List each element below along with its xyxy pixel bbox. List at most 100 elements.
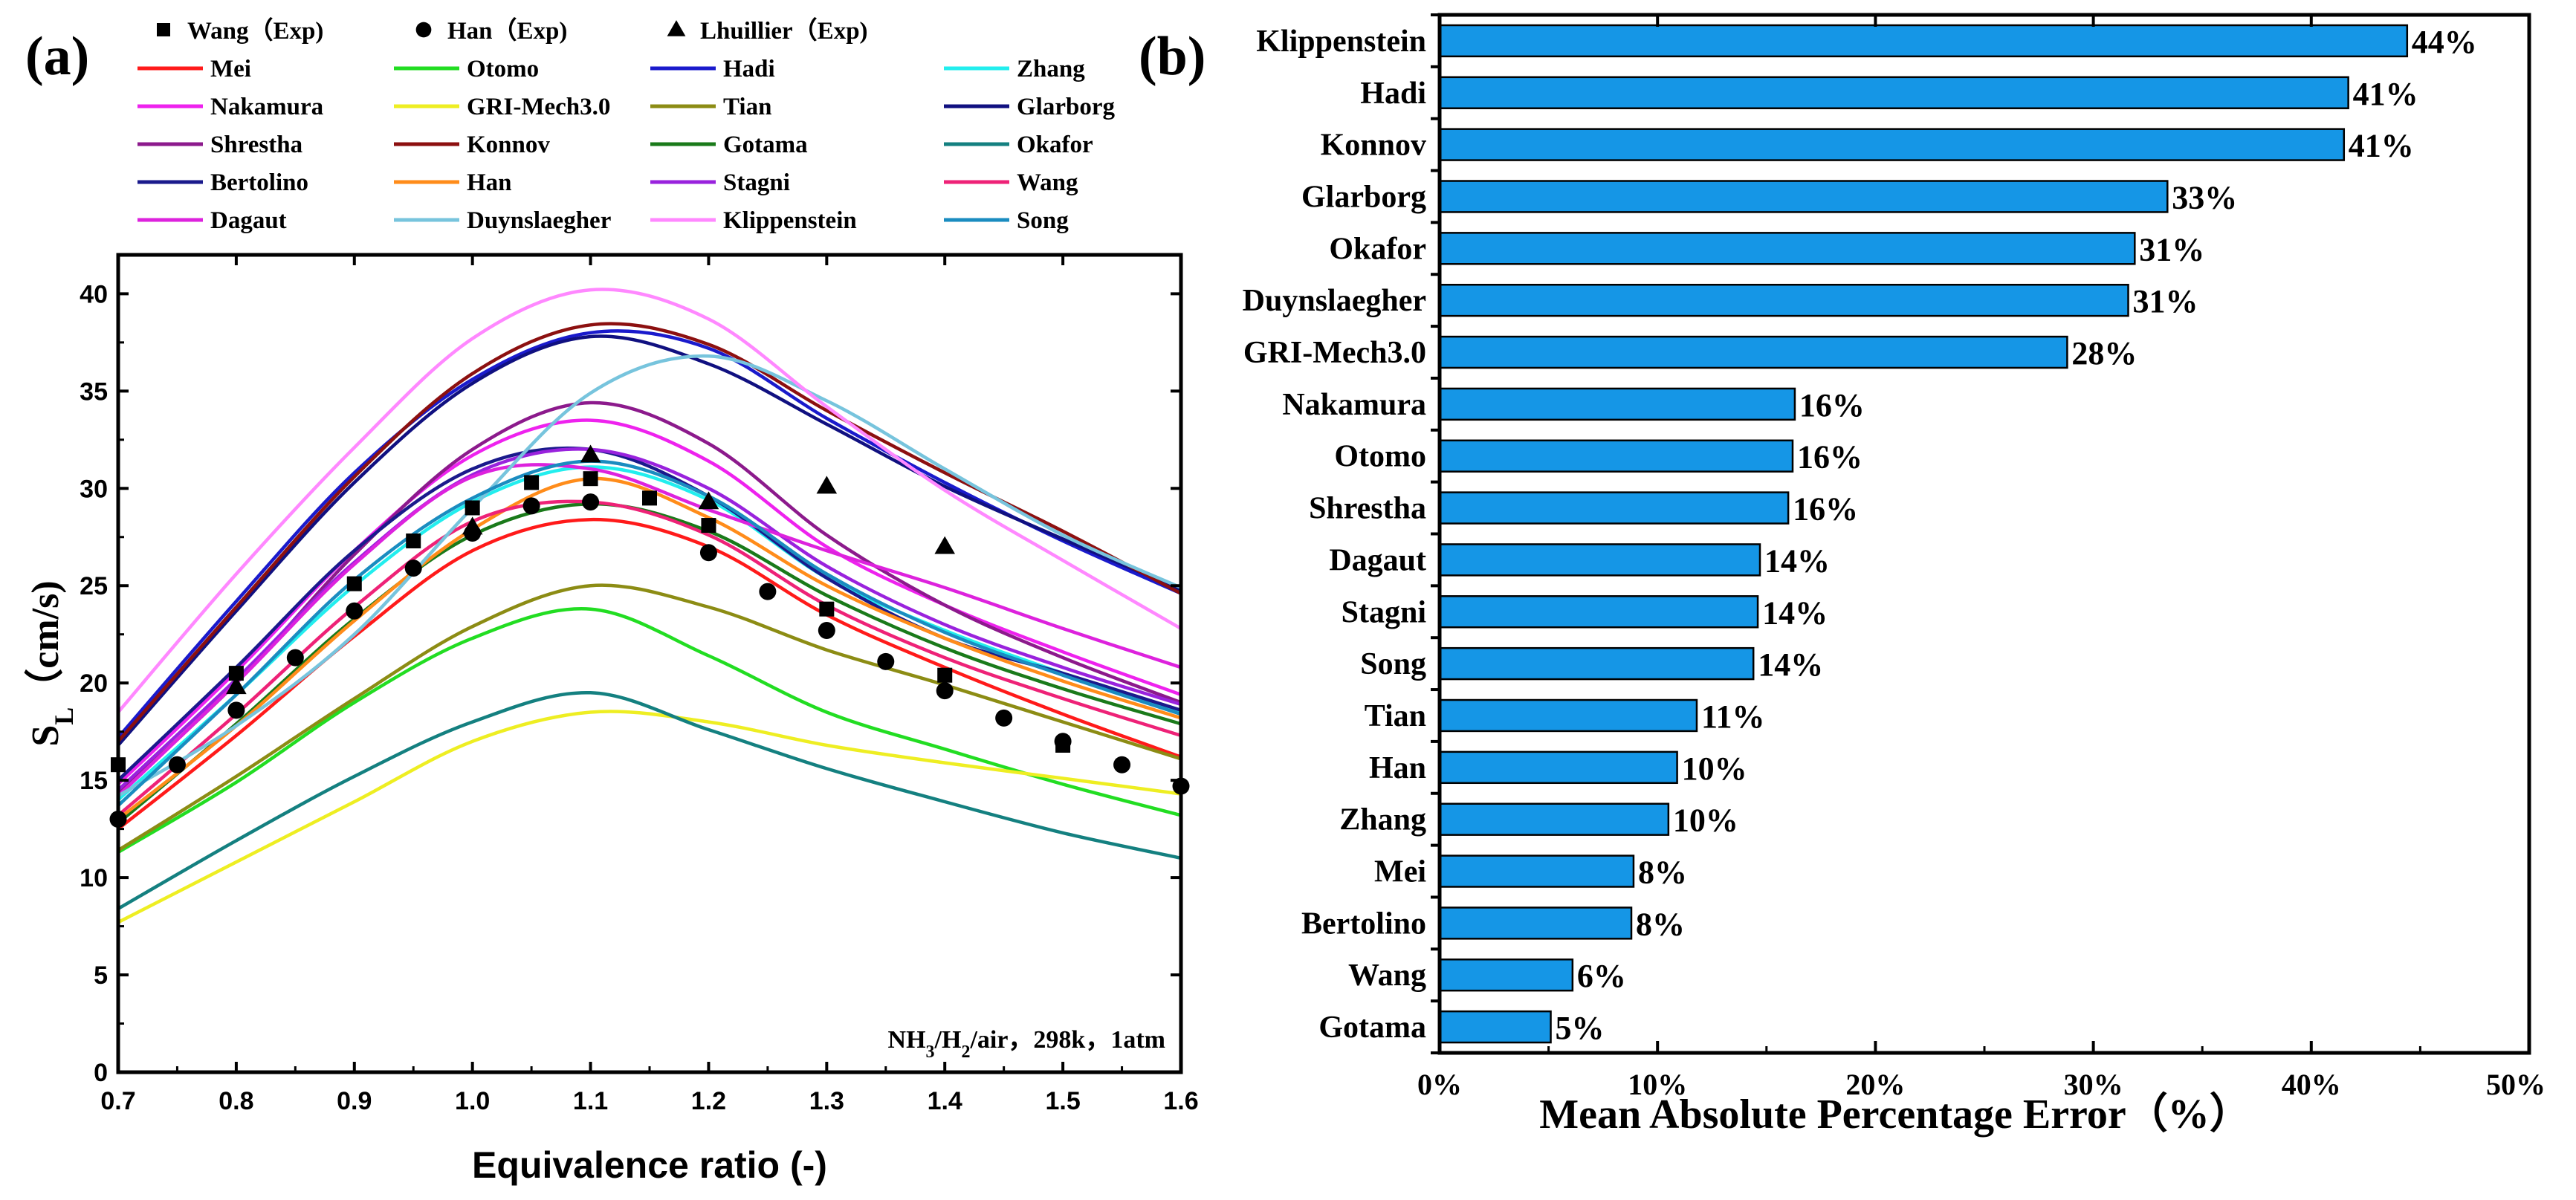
- legend-marker-wang-exp: [157, 23, 170, 36]
- category-label-otomo: Otomo: [1334, 440, 1426, 474]
- panel-b-bars: 44% Klippenstein 41% Hadi 41% Konnov 33% Glarbo…: [1243, 24, 2477, 1046]
- panel-a-condition-annotation: NH3/H2/air，298k，1atm: [888, 1026, 1165, 1062]
- category-label-gri-mech3-0: GRI-Mech3.0: [1243, 336, 1426, 370]
- exp-point-han-exp: [759, 583, 777, 600]
- bar-song: [1438, 646, 1755, 681]
- bar-value-label-gri-mech3-0: 28%: [2071, 335, 2137, 372]
- x-tick-label: 1.1: [573, 1087, 608, 1115]
- series-line-klippenstein: [116, 288, 1183, 714]
- exp-point-han-exp: [936, 682, 954, 700]
- series-line-zhang: [116, 465, 1183, 802]
- panel-a-series-lines: [116, 288, 1183, 924]
- exp-point-han-exp: [227, 701, 245, 719]
- exp-point-lhuillier-exp: [934, 536, 956, 554]
- bar-gri-mech3-0: [1438, 335, 2068, 369]
- category-label-nakamura: Nakamura: [1282, 388, 1426, 422]
- bar-bertolino: [1438, 907, 1633, 940]
- series-line-glarborg: [116, 334, 1183, 747]
- x-tick-label: 1.0: [455, 1087, 490, 1115]
- exp-point-han-exp: [995, 709, 1013, 727]
- legend-label-gri-mech3-0: GRI-Mech3.0: [467, 94, 610, 120]
- legend-label-hadi: Hadi: [723, 56, 775, 82]
- annotation-part-2: /H: [934, 1026, 962, 1054]
- legend-label-zhang: Zhang: [1017, 56, 1085, 82]
- exp-point-han-exp: [877, 652, 895, 670]
- y-tick-label: 20: [80, 669, 108, 698]
- exp-point-wang-exp: [524, 475, 540, 490]
- series-line-mei: [116, 517, 1183, 831]
- exp-point-wang-exp: [465, 500, 480, 516]
- series-line-okafor: [116, 691, 1183, 911]
- category-label-shrestha: Shrestha: [1309, 492, 1426, 526]
- panel-a-legend: Wang（Exp) Han（Exp) Lhuillier（Exp) Mei Otomo H…: [137, 17, 1115, 234]
- x-tick-label: 1.3: [809, 1087, 844, 1115]
- bar-nakamura: [1438, 387, 1796, 421]
- exp-point-han-exp: [286, 649, 304, 667]
- bar-value-label-klippenstein: 44%: [2412, 24, 2477, 60]
- category-label-duynslaegher: Duynslaegher: [1243, 284, 1426, 318]
- legend-marker-lhuillier-exp: [667, 20, 686, 36]
- y-tick-label: 5: [94, 961, 108, 990]
- legend-label-wang-exp: Wang（Exp): [187, 17, 323, 45]
- bar-hadi: [1438, 76, 2349, 109]
- exp-point-wang-exp: [937, 667, 953, 683]
- y-label-main: S: [25, 725, 67, 747]
- legend-label-song: Song: [1017, 207, 1069, 234]
- bar-stagni: [1438, 595, 1759, 629]
- exp-point-wang-exp: [701, 518, 716, 533]
- category-label-tian: Tian: [1365, 699, 1426, 733]
- series-line-song: [116, 459, 1183, 808]
- bar-value-label-konnov: 41%: [2349, 128, 2414, 164]
- category-label-bertolino: Bertolino: [1301, 907, 1426, 941]
- annotation-part-3: /air，298k，1atm: [969, 1026, 1165, 1054]
- bar-value-label-duynslaegher: 31%: [2133, 283, 2198, 320]
- category-label-gotama: Gotama: [1318, 1011, 1426, 1045]
- legend-label-glarborg: Glarborg: [1017, 94, 1115, 120]
- y-tick-label: 10: [80, 864, 108, 892]
- bar-value-label-zhang: 10%: [1673, 802, 1738, 839]
- bar-value-label-otomo: 16%: [1797, 439, 1863, 476]
- bar-gotama: [1438, 1010, 1552, 1044]
- y-tick-label: 40: [80, 280, 108, 308]
- series-line-stagni: [116, 447, 1183, 792]
- exp-point-han-exp: [168, 756, 186, 773]
- bar-value-label-han: 10%: [1682, 750, 1747, 787]
- y-label-sub: L: [49, 707, 79, 725]
- exp-point-lhuillier-exp: [462, 516, 483, 535]
- bar-value-label-dagaut: 14%: [1764, 542, 1830, 579]
- legend-label-dagaut: Dagaut: [210, 207, 287, 234]
- bar-konnov: [1438, 128, 2346, 161]
- x-tick-label: 0.8: [219, 1087, 253, 1115]
- bar-value-label-gotama: 5%: [1556, 1010, 1605, 1046]
- panel-b-label: (b): [1139, 26, 1206, 87]
- exp-point-lhuillier-exp: [580, 444, 601, 463]
- series-line-tian: [116, 583, 1183, 852]
- series-line-gri-mech3-0: [116, 710, 1183, 924]
- category-label-konnov: Konnov: [1321, 129, 1426, 163]
- category-label-glarborg: Glarborg: [1301, 180, 1426, 214]
- exp-point-han-exp: [699, 544, 717, 562]
- legend-marker-han-exp: [415, 22, 432, 38]
- bar-value-label-tian: 11%: [1701, 698, 1765, 735]
- exp-point-wang-exp: [642, 490, 657, 506]
- category-label-klippenstein: Klippenstein: [1256, 25, 1426, 59]
- series-line-bertolino: [116, 446, 1183, 782]
- legend-label-nakamura: Nakamura: [210, 94, 323, 120]
- exp-point-lhuillier-exp: [698, 491, 719, 510]
- bar-shrestha: [1438, 491, 1790, 525]
- legend-label-han: Han: [467, 169, 512, 196]
- bar-okafor: [1438, 232, 2136, 265]
- panel-a-experimental-points: [109, 444, 1190, 828]
- bar-value-label-hadi: 41%: [2353, 76, 2418, 112]
- x-tick-label: 10%: [1628, 1068, 1687, 1101]
- legend-label-stagni: Stagni: [723, 169, 790, 196]
- y-tick-label: 15: [80, 767, 108, 795]
- exp-point-han-exp: [582, 493, 600, 511]
- bar-value-label-okafor: 31%: [2139, 231, 2204, 267]
- annotation-sub-1: 3: [926, 1042, 935, 1062]
- category-label-okafor: Okafor: [1329, 232, 1426, 266]
- x-tick-label: 50%: [2486, 1068, 2546, 1101]
- annotation-sub-2: 2: [961, 1042, 970, 1062]
- panel-a-y-axis-label: SL（cm/s): [24, 580, 79, 746]
